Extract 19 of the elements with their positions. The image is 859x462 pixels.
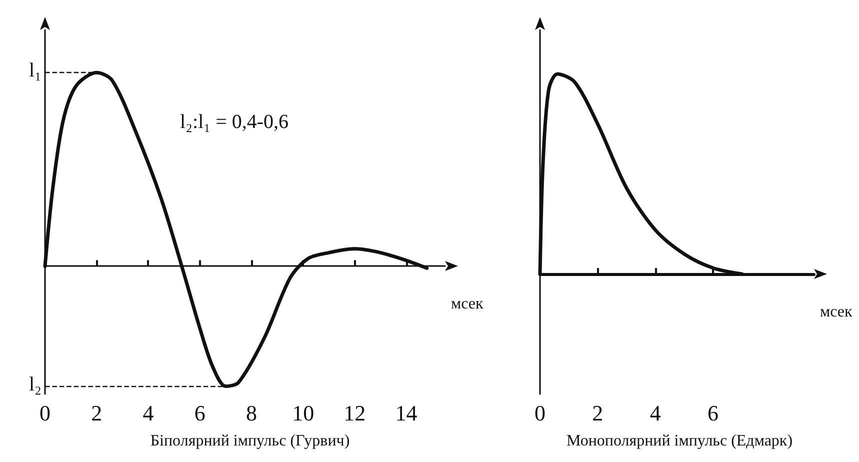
text: Монополярний імпульс (Едмарк) (566, 432, 793, 450)
annotation: l₂:l₁ = 0,4-0,6 (180, 111, 289, 133)
text: l₂ (29, 373, 42, 396)
x-tick-label: 12 (344, 400, 366, 426)
x-axis-title: мсек (451, 296, 484, 313)
x-tick-label: 4 (650, 400, 661, 426)
x-tick-label: 2 (91, 400, 102, 426)
x-tick-label: 0 (40, 400, 50, 426)
x-tick-label: 8 (246, 400, 257, 426)
x-axis-title: мсек (820, 304, 853, 320)
text: Біполярний імпульс (Гурвич) (150, 432, 350, 450)
x-tick-label: 6 (708, 400, 719, 426)
x-tick-label: 4 (142, 400, 154, 426)
x-tick-label: 2 (592, 400, 604, 426)
x-tick-label: 14 (395, 400, 418, 426)
x-tick-label: 10 (292, 400, 314, 426)
x-tick-label: 6 (194, 400, 206, 426)
x-tick-label: 0 (534, 400, 546, 426)
text: l₁ (29, 60, 42, 82)
